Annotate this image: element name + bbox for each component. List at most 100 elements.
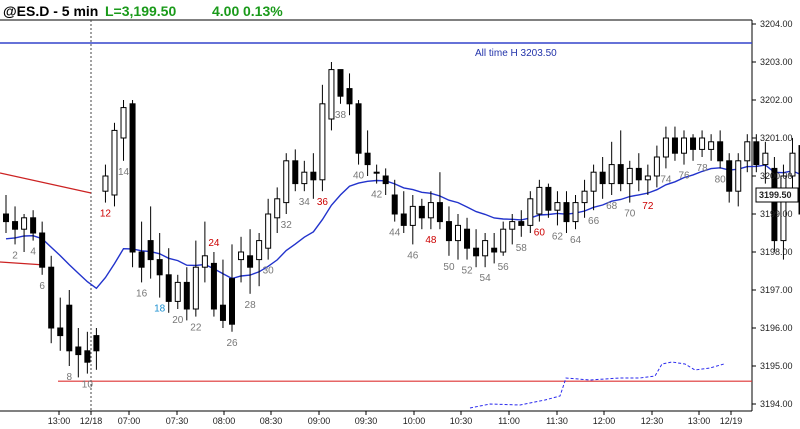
last-price-marker-label: 3199.50 xyxy=(759,190,792,200)
candle-body-bear xyxy=(147,240,154,261)
bar-count-label: 80 xyxy=(715,174,727,185)
bar-count-label: 34 xyxy=(299,197,311,208)
candle xyxy=(192,240,199,317)
candle xyxy=(219,259,226,328)
y-tick-label: 3195.00 xyxy=(760,361,793,371)
candle xyxy=(418,198,425,230)
candle-body-bull xyxy=(735,160,742,192)
y-tick-label: 3203.00 xyxy=(760,57,793,67)
ema-line xyxy=(5,164,800,290)
x-tick-label: 08:30 xyxy=(260,416,283,426)
bar-count-label: 54 xyxy=(480,273,492,284)
candle-body-bull xyxy=(780,175,787,242)
candle xyxy=(735,153,742,207)
candle-body-bear xyxy=(12,221,19,230)
candle xyxy=(527,191,534,233)
candle-body-bull xyxy=(581,190,588,204)
candle xyxy=(753,134,760,173)
candle-body-bear xyxy=(156,259,163,276)
candle xyxy=(265,198,272,260)
candle-body-bull xyxy=(319,103,326,181)
candle-body-bull xyxy=(21,217,28,230)
candle xyxy=(12,206,19,245)
candle-body-bear xyxy=(93,335,100,352)
candle-body-bull xyxy=(554,202,561,211)
bar-count-label: 26 xyxy=(226,338,238,349)
candle-body-bear xyxy=(671,137,678,154)
candle-body-bear xyxy=(30,217,37,234)
candle xyxy=(238,236,245,283)
trend-line-lower xyxy=(0,261,46,266)
candle xyxy=(690,134,697,161)
candle xyxy=(391,179,398,222)
candle xyxy=(635,153,642,192)
candle xyxy=(599,157,606,199)
bar-count-label: 4 xyxy=(30,247,36,258)
candle-body-bull xyxy=(699,137,706,150)
candles xyxy=(3,62,800,378)
candle xyxy=(500,221,507,256)
candle xyxy=(436,172,443,230)
y-tick-label: 3204.00 xyxy=(760,19,793,29)
candle-body-bull xyxy=(653,156,660,177)
candle-body-bear xyxy=(48,266,55,329)
candle-body-bear xyxy=(292,160,299,185)
candle-body-bull xyxy=(744,141,751,162)
candle xyxy=(328,62,335,131)
bar-count-label: 42 xyxy=(371,190,383,201)
candle-body-bear xyxy=(129,103,136,253)
x-tick-label: 07:00 xyxy=(118,416,141,426)
candle xyxy=(201,221,208,283)
candle-body-bear xyxy=(310,171,317,181)
candle-body-bear xyxy=(183,281,190,310)
bar-count-label: 70 xyxy=(624,209,636,220)
bar-count-label: 44 xyxy=(389,228,401,239)
candle-body-bull xyxy=(111,129,118,196)
candle-body-bull xyxy=(256,240,263,261)
candle xyxy=(780,164,787,260)
candle xyxy=(572,195,579,230)
candle xyxy=(183,267,190,321)
candle-body-bull xyxy=(274,198,281,219)
reference-lines xyxy=(0,42,752,409)
candle-body-bull xyxy=(681,137,687,154)
candle xyxy=(57,297,64,351)
candle xyxy=(563,191,570,233)
y-tick-label: 3198.00 xyxy=(760,247,793,257)
candle xyxy=(617,130,624,192)
candle-body-bull xyxy=(174,281,181,302)
last-price: L=3,199.50 xyxy=(105,3,176,19)
candle xyxy=(66,290,73,366)
candle xyxy=(337,69,344,104)
candle xyxy=(229,244,235,332)
candle-body-bull xyxy=(482,240,489,257)
bar-count-label: 22 xyxy=(190,323,202,334)
bar-count-label: 60 xyxy=(534,228,546,239)
candle-body-bull xyxy=(427,202,434,219)
candle xyxy=(39,221,46,275)
candle-body-bear xyxy=(355,103,362,154)
candle-body-bear xyxy=(635,167,642,181)
x-tick-label: 12/18 xyxy=(80,416,103,426)
candle-body-bear xyxy=(599,171,606,185)
candle-body-bull xyxy=(201,255,208,268)
candle xyxy=(147,206,154,279)
price-change-pct: 0.13% xyxy=(243,3,283,19)
candle xyxy=(48,255,55,344)
candle-body-bear xyxy=(753,141,760,166)
candle xyxy=(590,164,597,211)
candle-body-bull xyxy=(708,141,715,150)
candle xyxy=(445,206,452,256)
candle-body-bear xyxy=(445,221,452,242)
x-tick-label: 07:30 xyxy=(166,416,189,426)
candle-body-bull xyxy=(120,107,127,139)
candle-body-bull xyxy=(662,137,669,158)
candle-body-bull xyxy=(409,205,416,226)
candle xyxy=(653,145,660,188)
candle-body-bull xyxy=(265,213,272,249)
bar-count-label: 46 xyxy=(407,250,419,261)
candle-body-bear xyxy=(57,327,64,337)
